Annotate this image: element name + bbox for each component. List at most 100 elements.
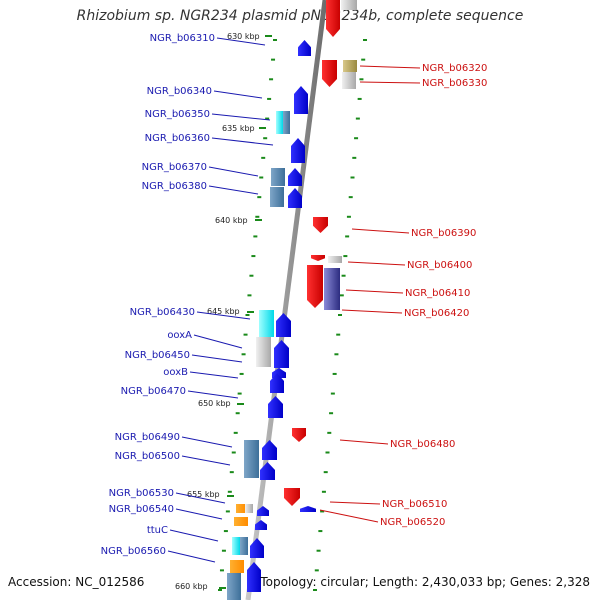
gene-block [232,537,240,555]
gene-label-right: NGR_b06390 [411,228,476,239]
tick-mark [235,412,240,415]
gene-label-right: NGR_b06330 [422,78,487,89]
leader-line [211,137,274,146]
gene-label-left: NGR_b06310 [150,33,215,44]
kbp-tick [255,219,262,221]
leader-line [193,334,243,349]
tick-mark [320,510,325,513]
gene-block [259,310,274,337]
tick-mark [341,274,346,277]
leader-line [211,113,271,121]
gene-arrow-plus [255,520,267,530]
tick-mark [247,294,252,297]
gene-label-right: NGR_b06510 [382,499,447,510]
gene-arrow-plus [298,40,311,56]
tick-mark [354,137,359,140]
gene-block [230,560,244,573]
tick-mark [348,196,353,199]
leader-line [196,311,251,320]
tick-mark [316,549,321,552]
tick-mark [273,39,277,41]
gene-arrow-plus [270,373,284,393]
tick-mark [339,294,344,297]
leader-line [208,185,259,195]
gene-arrow-minus [284,488,300,506]
tick-mark [218,589,222,591]
tick-mark [237,392,242,395]
gene-label-left: NGR_b06500 [115,451,180,462]
leader-line [329,501,381,505]
gene-label-left: NGR_b06540 [109,504,174,515]
gene-block [341,0,357,10]
tick-mark [338,314,342,316]
gene-block [271,168,285,186]
kbp-tick [227,495,234,497]
gene-arrow-plus [276,313,291,337]
gene-arrow-plus [250,538,264,558]
gene-block [256,337,271,367]
gene-arrow-plus [291,138,305,163]
accession-text: Accession: NC_012586 [8,575,145,589]
gene-block [343,60,357,72]
gene-label-right: NGR_b06400 [407,260,472,271]
gene-label-left: NGR_b06560 [101,546,166,557]
tick-mark [241,353,246,356]
gene-arrow-plus [260,462,275,480]
leader-line [189,371,239,379]
leader-line [216,37,266,46]
gene-label-left: NGR_b06350 [145,109,210,120]
tick-mark [332,372,337,375]
kbp-label: 630 kbp [227,32,260,41]
tick-mark [357,97,362,100]
leader-line [341,309,403,314]
tick-mark [313,589,317,591]
gene-arrow-minus [292,428,306,442]
kbp-label: 655 kbp [187,490,220,499]
tick-mark [219,569,224,572]
tick-mark [269,78,274,81]
kbp-label: 645 kbp [207,307,240,316]
tick-mark [363,39,367,41]
gene-arrow-plus [300,506,316,512]
kbp-tick [219,587,226,589]
gene-label-left: NGR_b06370 [142,162,207,173]
tick-mark [336,333,341,336]
leader-line [345,289,404,294]
tick-mark [233,431,238,434]
topology-text: Topology: circular; Length: 2,430,033 bp… [260,575,590,589]
gene-block [240,537,248,555]
gene-arrow-minus [326,0,340,37]
leader-line [213,90,263,99]
kbp-tick [265,35,272,37]
leader-line [319,509,379,523]
leader-line [175,492,226,504]
tick-mark [265,117,270,120]
gene-arrow-minus [313,217,328,233]
tick-mark [257,196,262,199]
leader-line [169,529,219,542]
tick-mark [227,490,232,493]
tick-mark [221,549,226,552]
gene-block [236,504,246,513]
kbp-tick [247,311,254,313]
tick-mark [251,255,256,258]
gene-label-left: NGR_b06530 [109,488,174,499]
tick-mark [255,215,260,218]
tick-mark [346,215,351,218]
gene-block [324,268,340,310]
kbp-tick [237,403,244,405]
leader-line [167,550,216,563]
gene-label-left: ooxA [167,330,192,341]
tick-mark [334,353,339,356]
kbp-label: 640 kbp [215,216,248,225]
tick-mark [355,117,360,120]
gene-block [342,72,356,89]
gene-arrow-plus [257,506,269,516]
gene-block [234,517,248,526]
tick-mark [229,471,234,474]
gene-label-left: NGR_b06470 [121,386,186,397]
tick-mark [325,451,330,454]
gene-arrow-plus [262,440,277,460]
leader-line [359,81,421,84]
tick-mark [263,137,268,140]
